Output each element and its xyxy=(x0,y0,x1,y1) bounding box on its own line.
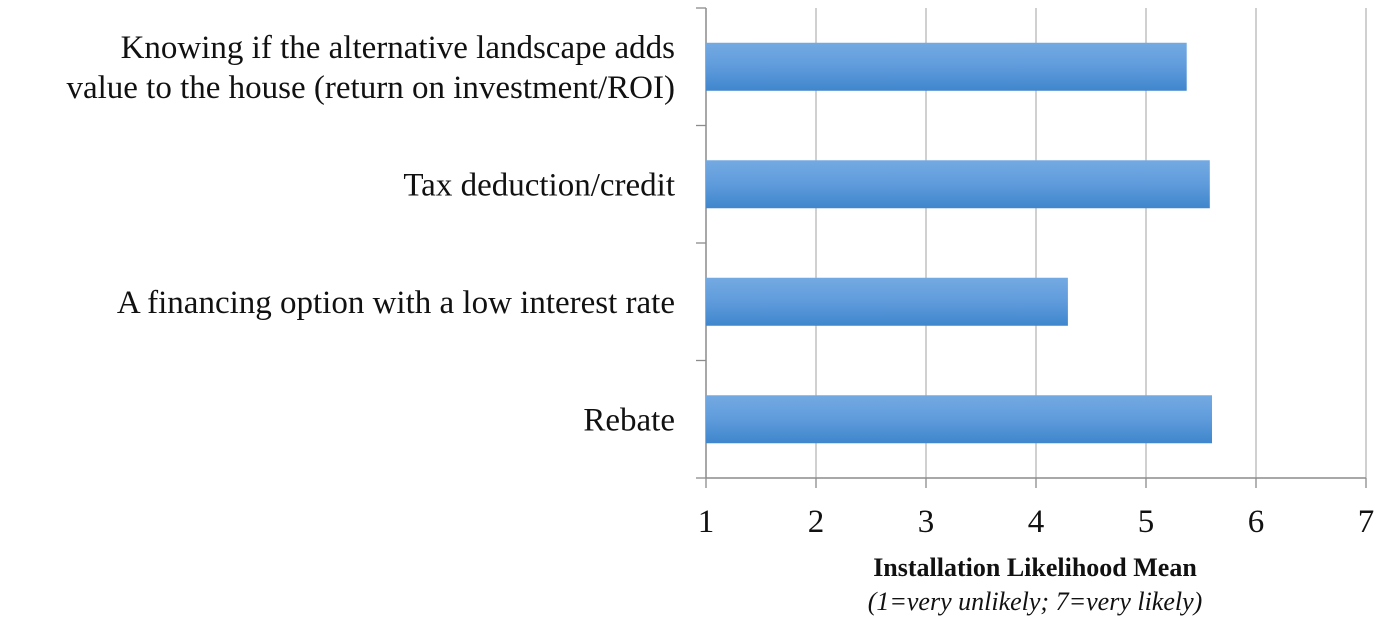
category-label: Knowing if the alternative landscape add… xyxy=(121,30,675,66)
category-label: Tax deduction/credit xyxy=(403,167,675,203)
category-label: A financing option with a low interest r… xyxy=(117,285,675,321)
category-label: value to the house (return on investment… xyxy=(66,70,675,106)
x-tick-label: 2 xyxy=(808,504,825,540)
bar xyxy=(706,395,1212,444)
category-labels: Knowing if the alternative landscape add… xyxy=(66,30,675,439)
x-axis-subtitle: (1=very unlikely; 7=very likely) xyxy=(868,587,1203,616)
x-tick-label: 3 xyxy=(918,504,935,540)
bar xyxy=(706,277,1068,326)
x-tick-label: 7 xyxy=(1358,504,1375,540)
category-label: Rebate xyxy=(583,402,675,438)
x-tick-label: 6 xyxy=(1248,504,1265,540)
bar xyxy=(706,42,1187,91)
x-tick-label: 4 xyxy=(1028,504,1045,540)
x-tick-labels: 1 2 3 4 5 6 7 xyxy=(698,504,1375,540)
x-axis-title: Installation Likelihood Mean xyxy=(873,553,1197,582)
bar xyxy=(706,160,1210,209)
bars xyxy=(706,42,1212,444)
x-tick-label: 1 xyxy=(698,504,715,540)
x-tick-label: 5 xyxy=(1138,504,1155,540)
